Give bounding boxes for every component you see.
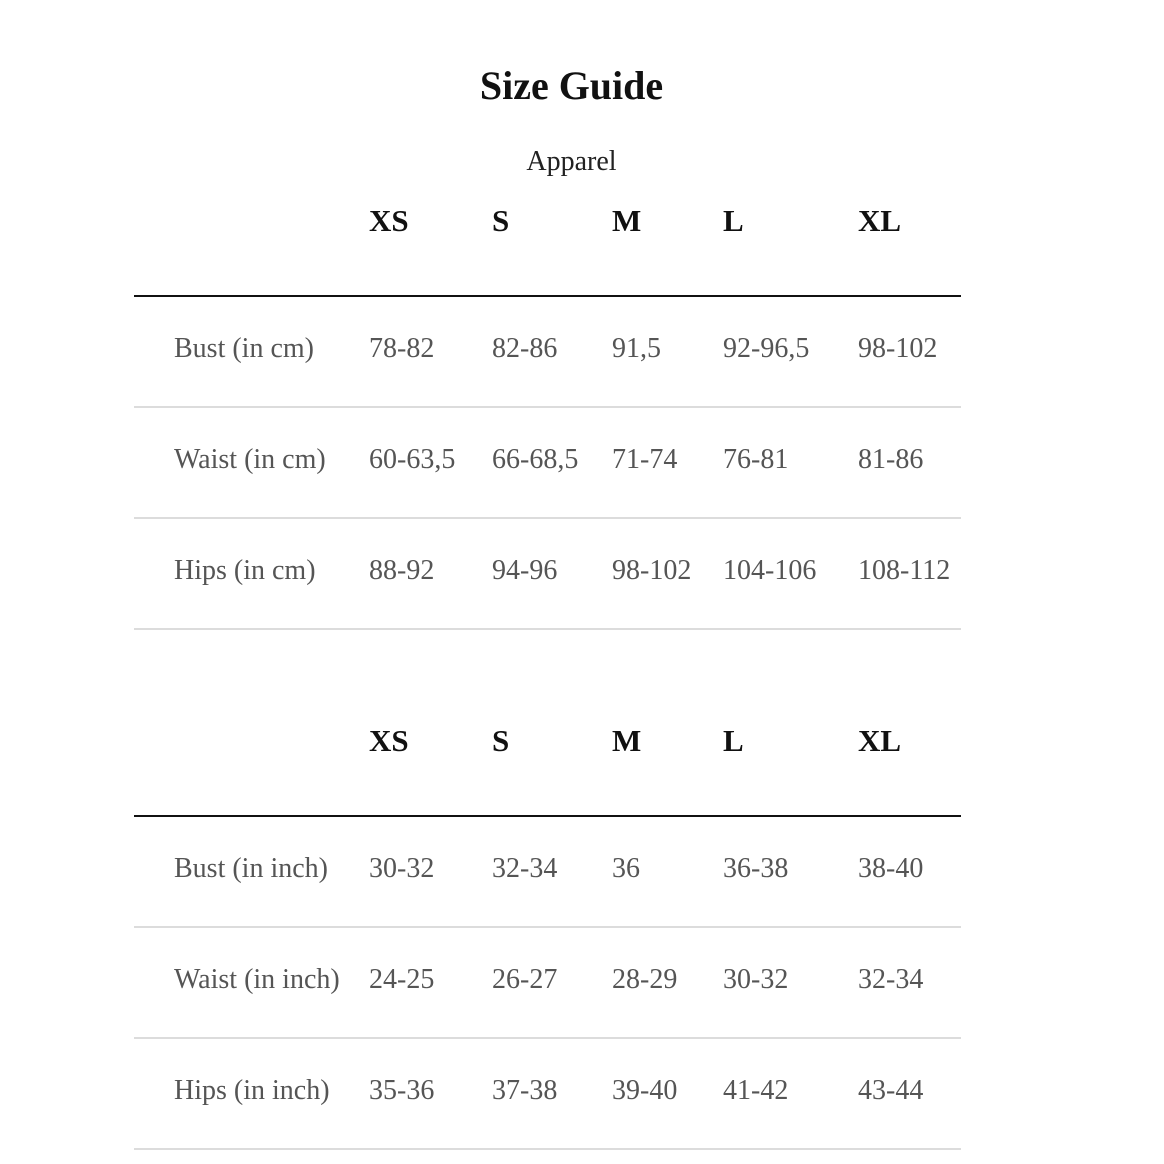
size-header: M [612,203,642,238]
measurement-cell: 41-42 [723,1075,789,1106]
table-row: Waist (in cm) 60-63,5 66-68,5 71-74 76-81 81-… [134,408,961,519]
measurement-cell: 76-81 [723,444,789,475]
measurement-cell: 35-36 [369,1075,435,1106]
measurement-cell: 30-32 [723,964,789,995]
row-label: Waist (in cm) [174,444,326,475]
measurement-cell: 92-96,5 [723,333,810,364]
page-title: Size Guide [479,63,664,108]
table-row: Waist (in inch) 24-25 26-27 28-29 30-32 32-34 [134,928,961,1039]
size-header: S [492,723,510,758]
measurement-cell: 94-96 [492,555,558,586]
measurement-cell: 24-25 [369,964,435,995]
table-row: Bust (in inch) 30-32 32-34 36 36-38 38-40 [134,817,961,928]
size-header-row: XS S M L XL [134,715,961,817]
measurement-cell: 36 [612,853,640,884]
measurement-cell: 43-44 [858,1075,924,1106]
measurement-cell: 98-102 [858,333,938,364]
size-table-inch: XS S M L XL Bust (in inch) 30-32 32-34 36 36-38 38… [134,715,961,1150]
measurement-cell: 82-86 [492,333,558,364]
section-subtitle: Apparel [526,146,617,177]
measurement-cell: 60-63,5 [369,444,456,475]
row-label: Bust (in inch) [174,853,328,884]
size-header: M [612,723,642,758]
measurement-cell: 108-112 [858,555,951,586]
measurement-cell: 66-68,5 [492,444,579,475]
measurement-cell: 28-29 [612,964,678,995]
measurement-cell: 38-40 [858,853,924,884]
size-header: L [723,203,744,238]
measurement-cell: 71-74 [612,444,678,475]
size-header: XS [369,723,409,758]
size-table-cm: XS S M L XL Bust (in cm) 78-82 82-86 91,5 92-96,5… [134,195,961,630]
measurement-cell: 36-38 [723,853,789,884]
size-header: L [723,723,744,758]
measurement-cell: 78-82 [369,333,435,364]
measurement-cell: 26-27 [492,964,558,995]
measurement-cell: 91,5 [612,333,661,364]
measurement-cell: 88-92 [369,555,435,586]
table-row: Hips (in inch) 35-36 37-38 39-40 41-42 43-44 [134,1039,961,1150]
size-header: XL [858,723,902,758]
measurement-cell: 39-40 [612,1075,678,1106]
size-header-row: XS S M L XL [134,195,961,297]
measurement-cell: 81-86 [858,444,924,475]
size-header: S [492,203,510,238]
measurement-cell: 98-102 [612,555,692,586]
measurement-cell: 32-34 [858,964,924,995]
row-label: Waist (in inch) [174,964,340,995]
size-header: XL [858,203,902,238]
size-header: XS [369,203,409,238]
table-row: Hips (in cm) 88-92 94-96 98-102 104-106 108-1… [134,519,961,630]
measurement-cell: 32-34 [492,853,558,884]
row-label: Bust (in cm) [174,333,314,364]
measurement-cell: 30-32 [369,853,435,884]
table-row: Bust (in cm) 78-82 82-86 91,5 92-96,5 98-102 [134,297,961,408]
measurement-cell: 37-38 [492,1075,558,1106]
row-label: Hips (in cm) [174,555,316,586]
row-label: Hips (in inch) [174,1075,330,1106]
measurement-cell: 104-106 [723,555,817,586]
